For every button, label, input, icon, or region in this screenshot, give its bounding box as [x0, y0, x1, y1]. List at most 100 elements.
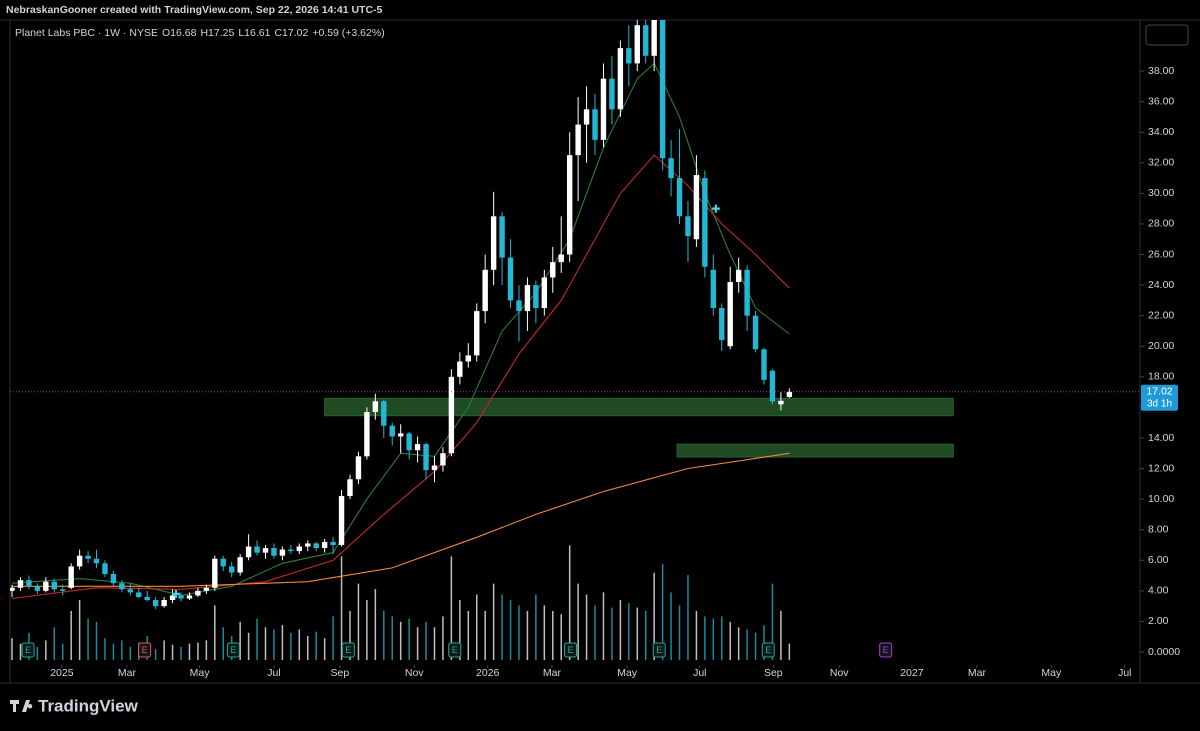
- legend-o: O: [162, 27, 170, 39]
- candle-body: [558, 254, 564, 263]
- candle-body: [634, 25, 640, 64]
- volume-bar: [484, 610, 486, 660]
- candle-body: [778, 400, 784, 405]
- legend: Planet Labs PBC · 1W · NYSE O16.68 H17.25 L…: [15, 27, 385, 39]
- candle-body: [533, 285, 539, 309]
- volume-bar: [577, 583, 579, 660]
- volume-bar: [653, 572, 655, 660]
- x-tick-label: May: [617, 667, 638, 679]
- axis-layer: 0.00002.004.006.008.0010.0012.0014.0016.…: [50, 65, 1180, 679]
- candle-body: [702, 178, 708, 267]
- candle-body: [17, 580, 24, 588]
- x-tick-label: Mar: [118, 667, 137, 679]
- candle-body: [237, 557, 243, 573]
- candle-body: [93, 558, 100, 564]
- volume-bar: [357, 583, 360, 660]
- volume-bar: [636, 607, 639, 660]
- y-tick-label: 34.00: [1148, 126, 1174, 138]
- volume-bar: [36, 646, 39, 660]
- volume-bar: [104, 638, 106, 660]
- volume-bar: [543, 605, 546, 660]
- candle-body: [516, 300, 522, 312]
- y-tick-label: 32.00: [1148, 157, 1174, 169]
- y-tick-label: 22.00: [1148, 309, 1174, 321]
- candle-body: [786, 391, 793, 398]
- volume-bar: [264, 627, 267, 660]
- candle-body: [575, 124, 581, 156]
- volume-bar: [281, 625, 284, 660]
- candle-body: [76, 555, 83, 567]
- candle-body: [34, 586, 41, 591]
- candle-body: [761, 349, 767, 380]
- volume-bar: [788, 643, 791, 660]
- volume-bar: [19, 643, 22, 660]
- candle-body: [10, 587, 15, 591]
- legend-high: 17.25: [208, 27, 234, 39]
- candle-body: [609, 78, 615, 110]
- candle-body: [355, 456, 362, 480]
- branding: TradingView: [38, 696, 139, 715]
- volume-bar: [585, 594, 588, 660]
- candle-body: [550, 262, 556, 278]
- volume-bar: [704, 616, 706, 660]
- candle-body: [127, 589, 134, 593]
- volume-bar: [239, 621, 241, 660]
- x-tick-label: May: [190, 667, 211, 679]
- event-label: E: [25, 645, 31, 655]
- volume-bar: [188, 643, 191, 660]
- event-badge: [761, 642, 775, 658]
- candle-body: [321, 541, 328, 549]
- volume-bar: [163, 640, 165, 660]
- volume-bar: [492, 583, 495, 660]
- volume-bar: [87, 618, 89, 660]
- x-tick-label: Nov: [405, 667, 424, 679]
- candle-body: [719, 308, 725, 341]
- event-badge: [564, 642, 578, 658]
- volume-bar: [45, 640, 47, 660]
- volume-bar: [518, 605, 520, 660]
- candle-body: [524, 285, 531, 312]
- legend-l: L: [238, 27, 244, 39]
- y-tick-label: 8.00: [1148, 523, 1169, 535]
- x-tick-label: Jul: [267, 667, 280, 679]
- volume-bar: [628, 603, 630, 660]
- zone: [676, 443, 954, 458]
- volume-bar: [121, 640, 123, 660]
- legend-close: 17.02: [282, 27, 308, 39]
- currency-button[interactable]: [1145, 24, 1189, 46]
- candle-body: [659, 20, 666, 159]
- volume-bar: [70, 610, 72, 660]
- candle-body: [186, 595, 193, 599]
- legend-h: H: [200, 27, 208, 39]
- candle-body: [499, 216, 505, 258]
- candle-body: [212, 558, 218, 588]
- candle-body: [507, 257, 514, 301]
- candle-body: [136, 592, 142, 597]
- volume-bar: [729, 621, 731, 660]
- volume-bar: [450, 556, 453, 660]
- candle-body: [364, 411, 370, 457]
- event-badge: [138, 642, 152, 658]
- event-label: E: [568, 645, 574, 655]
- volume-bar: [535, 594, 537, 660]
- candle-body: [474, 311, 480, 356]
- volume-bar: [61, 643, 64, 660]
- candle-body: [566, 155, 573, 255]
- candle-body: [651, 20, 657, 56]
- candle-body: [769, 370, 776, 402]
- candle-body: [710, 269, 717, 309]
- volume-bar: [383, 610, 385, 660]
- volume-bar: [475, 594, 478, 660]
- volume-bar: [256, 618, 258, 660]
- volume-bar: [197, 642, 199, 660]
- candle-body: [735, 269, 742, 283]
- candle-body: [195, 590, 201, 596]
- candle-body: [676, 178, 683, 217]
- event-label: E: [142, 645, 148, 655]
- x-tick-label: May: [1041, 667, 1062, 679]
- candles-layer: [10, 20, 793, 610]
- volume-bar: [180, 646, 182, 660]
- event-badge: [652, 642, 666, 658]
- volume-bar: [222, 627, 225, 660]
